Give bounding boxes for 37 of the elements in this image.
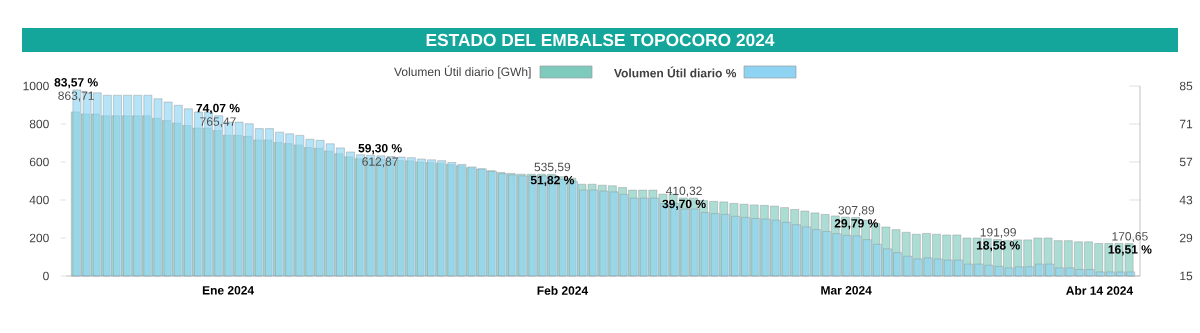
y-tick-label: 600 <box>29 157 49 167</box>
chart-title: ESTADO DEL EMBALSE TOPOCORO 2024 <box>426 33 775 47</box>
data-label: 307,89 <box>838 205 875 216</box>
y-tick-label: 200 <box>29 233 49 243</box>
data-label: 191,99 <box>980 228 1016 238</box>
data-label: 74,07 % <box>196 103 240 115</box>
data-label: 59,30 % <box>358 143 402 155</box>
data-label: 18,58 % <box>976 241 1020 252</box>
y2-tick-label: 15 <box>1180 271 1193 281</box>
x-tick-label: Ene 2024 <box>202 286 255 295</box>
legend-label: Volumen Útil diario % <box>614 66 737 78</box>
data-label: 535,59 <box>534 162 571 173</box>
y-tick-label: 800 <box>29 119 49 129</box>
data-label: 612,87 <box>362 157 398 168</box>
data-label: 29,79 % <box>834 219 878 230</box>
data-label: 765,47 <box>200 117 236 128</box>
x-tick-label: Mar 2024 <box>821 286 872 295</box>
y2-tick-label: 57 <box>1179 157 1193 167</box>
data-label: 170,65 <box>1112 232 1148 242</box>
y2-tick-label: 29 <box>1179 233 1193 243</box>
y-tick-label: 1000 <box>23 81 49 91</box>
legend-label: Volumen Útil diario [GWh] <box>394 65 531 79</box>
data-label: 83,57 % <box>54 78 98 89</box>
y-tick-label: 400 <box>29 195 49 205</box>
data-label: 16,51 % <box>1108 245 1152 256</box>
bar <box>1094 243 1103 277</box>
y-tick-label: 0 <box>43 271 49 281</box>
x-tick-label: Abr 14 2024 <box>1066 286 1134 295</box>
y2-tick-label: 85 <box>1179 81 1193 91</box>
y2-tick-label: 43 <box>1179 195 1193 205</box>
data-label: 863,71 <box>58 91 94 102</box>
data-label: 410,32 <box>665 186 702 197</box>
data-label: 51,82 % <box>530 175 575 187</box>
y2-tick-label: 71 <box>1179 119 1193 129</box>
bar <box>1053 240 1063 277</box>
x-tick-label: Feb 2024 <box>537 286 589 295</box>
data-label: 39,70 % <box>662 199 706 210</box>
